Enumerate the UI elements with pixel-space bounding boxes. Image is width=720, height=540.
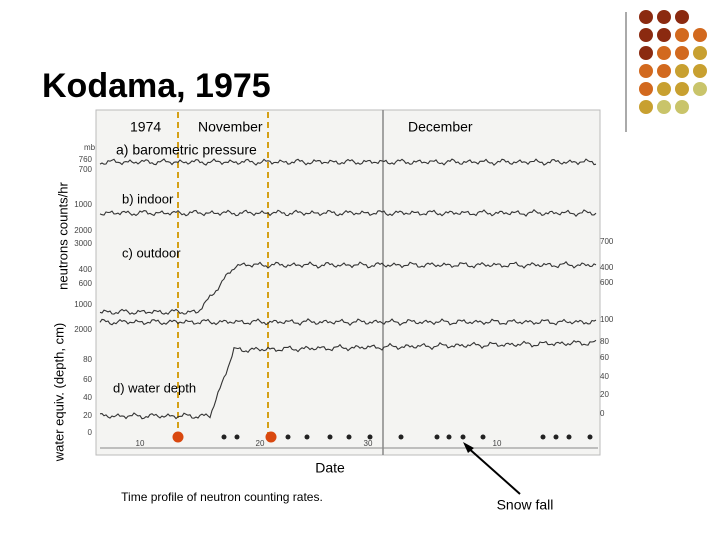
tick-label: 60 [83, 375, 92, 384]
snow-dot [553, 434, 559, 440]
dot [657, 64, 671, 78]
month-label: December [408, 119, 473, 135]
dot [657, 10, 671, 24]
snow-dot [234, 434, 240, 440]
snow-dot [446, 434, 452, 440]
month-label: November [198, 119, 263, 135]
dot [639, 64, 653, 78]
tick-label: 80 [83, 355, 92, 364]
decoration [639, 10, 707, 114]
dot [639, 100, 653, 114]
unit-label: mb [84, 143, 96, 152]
tick-label: 2000 [74, 226, 92, 235]
snow-dot [304, 434, 310, 440]
dot [657, 28, 671, 42]
tick-label: 1000 [74, 300, 92, 309]
tick-label: 20 [600, 390, 609, 399]
tick-label: 3000 [74, 239, 92, 248]
trace [99, 209, 597, 218]
trace [99, 339, 597, 420]
trace-label: a) barometric pressure [116, 142, 257, 158]
dot [693, 28, 707, 42]
dot [675, 46, 689, 60]
tick-label: 0 [600, 409, 605, 418]
axis-label: neutrons counts/hr [55, 181, 70, 289]
axis-label-text: water equiv. (depth, cm) [51, 323, 66, 462]
snow-dot [285, 434, 291, 440]
tick-label: 0 [88, 428, 93, 437]
tick-label: 700 [600, 237, 614, 246]
arrow [465, 445, 521, 495]
dot [675, 28, 689, 42]
snow-dot [346, 434, 352, 440]
dot [657, 82, 671, 96]
snow-dot [480, 434, 486, 440]
day-labels: 10 20 30 10 [136, 439, 502, 448]
trace-label: c) outdoor [122, 245, 181, 260]
tick-label: 1000 [74, 200, 92, 209]
slide-title: Kodama, 1975 [42, 67, 271, 105]
dot [675, 100, 689, 114]
snow-dot [327, 434, 333, 440]
tick-label: 80 [600, 337, 609, 346]
right-ticks: 700 400 600 100 80 60 40 20 0 [600, 237, 614, 418]
dot [657, 46, 671, 60]
tick-label: 400 [600, 263, 614, 272]
dot [675, 64, 689, 78]
snow-dot [367, 434, 373, 440]
snow-dot [265, 431, 277, 443]
dot [657, 100, 671, 114]
snow-dot [540, 434, 546, 440]
day-label: 30 [364, 439, 373, 448]
traces [99, 158, 597, 420]
tick-label: 100 [600, 315, 614, 324]
dot [675, 10, 689, 24]
snow-dot [587, 434, 593, 440]
axis-label: water equiv. (depth, cm) [51, 323, 66, 462]
year-label: 1974 [130, 119, 161, 135]
day-label: 20 [256, 439, 265, 448]
trace [99, 318, 597, 327]
dot [675, 82, 689, 96]
caption: Time profile of neutron counting rates. [121, 490, 323, 504]
tick-label: 20 [83, 411, 92, 420]
tick-label: 40 [600, 372, 609, 381]
tick-label: 40 [83, 393, 92, 402]
snow-dots [172, 431, 593, 443]
figure-frame [95, 109, 601, 456]
dot [639, 46, 653, 60]
snow-dot [566, 434, 572, 440]
tick-label: 760 [79, 155, 93, 164]
tick-label: 400 [79, 265, 93, 274]
tick-label: 600 [79, 279, 93, 288]
trace [99, 158, 597, 166]
day-label: 10 [136, 439, 145, 448]
x-label: Date [315, 460, 345, 476]
dot [639, 10, 653, 24]
snow-dot [221, 434, 227, 440]
snow-dot [460, 434, 466, 440]
arrow-head [463, 442, 474, 453]
snow-dot [172, 431, 184, 443]
dot [639, 82, 653, 96]
dot [693, 82, 707, 96]
annotation: Snow fall [497, 497, 554, 513]
snow-dot [398, 434, 404, 440]
trace-label: d) water depth [113, 380, 196, 395]
trace-label: b) indoor [122, 191, 174, 206]
dot [639, 28, 653, 42]
tick-label: 60 [600, 353, 609, 362]
dot [693, 46, 707, 60]
tick-label: 600 [600, 278, 614, 287]
tick-label: 2000 [74, 325, 92, 334]
dot [693, 64, 707, 78]
trace [99, 260, 597, 315]
snow-dot [434, 434, 440, 440]
day-label: 10 [493, 439, 502, 448]
tick-label: 700 [79, 165, 93, 174]
